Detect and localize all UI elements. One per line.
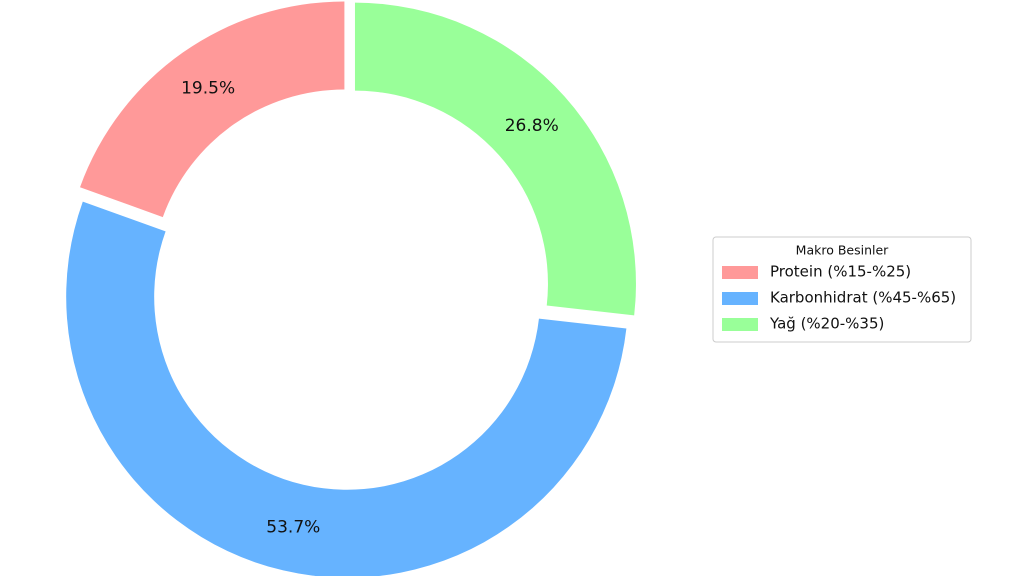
value-label: 26.8% [505,116,559,136]
legend-label: Karbonhidrat (%45-%65) [770,289,956,307]
legend-label: Yağ (%20-%35) [769,315,884,333]
wedge [66,201,627,576]
value-label: 53.7% [266,518,320,538]
legend-box [712,236,972,343]
legend-swatch [722,292,758,305]
legend-label: Protein (%15-%25) [770,263,911,281]
wedge [80,1,345,218]
legend-swatch [722,266,758,279]
wedge [354,2,636,316]
value-label: 19.5% [181,79,235,99]
legend-title: Makro Besinler [796,243,890,258]
legend-swatch [722,318,758,331]
